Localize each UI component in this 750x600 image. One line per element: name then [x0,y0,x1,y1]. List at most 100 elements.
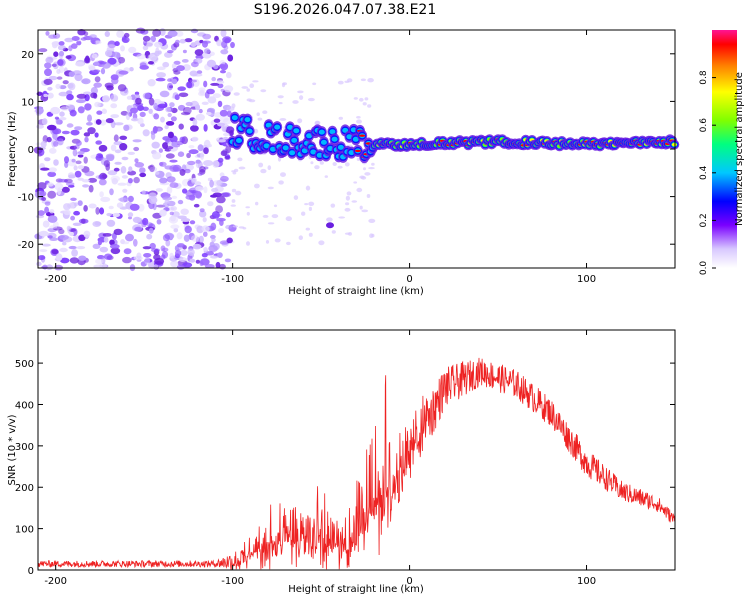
heatmap-noise-cell [86,122,93,126]
heatmap-noise-cell [224,155,231,160]
heatmap-noise-cell [44,68,52,77]
heatmap-noise-cell [169,159,178,163]
heatmap-noise-cell [67,83,74,89]
heatmap-noise-cell [219,263,226,270]
heatmap-noise-cell [169,252,174,259]
heatmap-scatter-cell [347,78,353,83]
heatmap-noise-cell [225,224,233,230]
heatmap-noise-cell [35,142,42,146]
heatmap-noise-cell [159,90,170,98]
heatmap-noise-cell [185,81,195,89]
heatmap-noise-cell [153,102,158,110]
heatmap-noise-cell [195,159,201,164]
heatmap-noise-cell [100,196,111,203]
heatmap-noise-cell [100,67,106,75]
heatmap-noise-cell [216,195,226,204]
heatmap-isolated-blob [326,222,334,229]
heatmap-scatter-cell [246,241,250,246]
heatmap-noise-cell [125,112,131,121]
heatmap-noise-cell [223,85,234,93]
heatmap-scatter-cell [265,240,270,244]
heatmap-track-inner [310,149,317,155]
snr-y-tick-label: 300 [15,442,34,453]
heatmap-noise-cell [137,203,145,212]
heatmap-noise-cell [230,41,235,49]
heatmap-noise-cell [155,188,163,192]
heatmap-noise-cell [40,140,47,148]
heatmap-noise-cell [141,190,146,195]
heatmap-noise-cell [119,143,128,151]
heatmap-noise-cell [176,65,185,72]
heatmap-noise-cell [203,247,208,252]
heatmap-noise-cell [125,233,134,242]
heatmap-noise-cell [185,101,193,107]
heatmap-noise-cell [184,163,194,171]
heatmap-scatter-cell [238,166,246,170]
heatmap-noise-cell [62,80,69,85]
heatmap-noise-cell [123,124,130,131]
heatmap-noise-cell [216,80,225,85]
heatmap-noise-cell [212,93,221,99]
heatmap-noise-cell [220,70,226,74]
heatmap-noise-cell [164,51,173,58]
heatmap-noise-cell [142,246,152,250]
heatmap-noise-cell [155,77,166,82]
heatmap-noise-cell [39,249,48,253]
heatmap-marks [33,27,680,272]
heatmap-scatter-cell [254,183,260,189]
heatmap-noise-cell [65,182,75,186]
heatmap-noise-cell [206,111,212,116]
heatmap-noise-cell [98,174,103,180]
heatmap-noise-cell [61,186,70,193]
heatmap-noise-cell [192,73,203,77]
heatmap-noise-cell [189,79,198,83]
colorbar-label: Normalized spectral amplitude [734,72,745,226]
heatmap-noise-cell [137,105,145,111]
heatmap-noise-cell [119,135,128,140]
heatmap-noise-cell [59,247,68,253]
heatmap-noise-cell [59,234,69,240]
heatmap-noise-cell [203,80,208,88]
heatmap-noise-cell [117,84,127,92]
heatmap-noise-cell [71,36,80,41]
heatmap-scatter-cell [362,102,367,106]
heatmap-noise-cell [48,167,57,173]
heatmap-track-inner [287,124,293,130]
heatmap-scatter-cell [318,240,325,246]
heatmap-noise-cell [95,258,104,265]
heatmap-noise-cell [189,220,196,225]
snr-x-tick-label: -100 [221,576,244,587]
heatmap-noise-cell [177,151,185,157]
heatmap-noise-cell [226,71,232,79]
heatmap-noise-cell [210,194,218,198]
heatmap-noise-cell [87,114,92,122]
heatmap-noise-cell [171,195,178,199]
heatmap-scatter-cell [353,97,358,100]
heatmap-noise-cell [95,140,102,145]
heatmap-noise-cell [48,34,57,39]
heatmap-noise-cell [218,157,224,163]
heatmap-noise-cell [113,167,120,172]
heatmap-noise-cell [102,233,112,237]
heatmap-noise-cell [73,210,80,216]
heatmap-scatter-cell [367,78,374,83]
heatmap-noise-cell [192,243,202,250]
heatmap-noise-cell [78,234,86,242]
heatmap-noise-cell [202,217,207,223]
heatmap-noise-cell [95,207,100,215]
heatmap-noise-cell [210,234,216,239]
heatmap-noise-cell [198,87,206,93]
heatmap-noise-cell [199,210,207,218]
heatmap-noise-cell [37,255,46,261]
heatmap-noise-cell [76,40,82,46]
heatmap-noise-cell [167,50,174,54]
heatmap-noise-cell [204,48,211,54]
heatmap-noise-cell [133,146,140,152]
colorbar-ticks: 0.0 0.2 0.4 0.6 0.8 [699,70,716,275]
heatmap-noise-cell [195,259,201,264]
heatmap-noise-cell [148,196,158,205]
heatmap-noise-cell [47,92,54,99]
heatmap-noise-cell [47,182,54,187]
heatmap-noise-cell [145,39,154,48]
heatmap-scatter-cell [337,165,343,169]
